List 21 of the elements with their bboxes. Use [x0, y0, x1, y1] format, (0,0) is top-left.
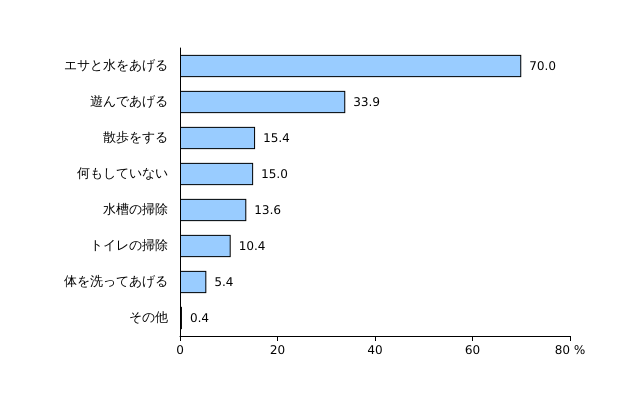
data-label: 5.4	[214, 275, 234, 289]
x-tick-label: 0	[176, 343, 184, 357]
x-tick-label: 60	[464, 343, 480, 357]
data-label: 0.4	[190, 311, 210, 325]
data-label: 15.4	[263, 131, 290, 145]
y-tick-label: 水槽の掃除	[103, 202, 168, 218]
data-label: 33.9	[353, 95, 380, 109]
y-tick-label: その他	[129, 310, 168, 326]
y-tick-label: エサと水をあげる	[64, 58, 168, 74]
data-label: 10.4	[238, 239, 266, 253]
x-tick-label: 80 %	[554, 343, 586, 357]
y-tick-label: 遊んであげる	[90, 94, 168, 110]
data-label: 70.0	[529, 59, 556, 73]
y-tick-label: 散歩をする	[103, 130, 168, 146]
y-tick-label: トイレの掃除	[90, 238, 168, 254]
data-label: 13.6	[254, 203, 282, 217]
y-tick-label: 体を洗ってあげる	[64, 274, 168, 290]
x-tick-label: 20	[270, 343, 286, 357]
x-tick-label: 40	[367, 343, 383, 357]
y-tick-label: 何もしていない	[77, 166, 168, 182]
data-label: 15.0	[261, 167, 288, 181]
